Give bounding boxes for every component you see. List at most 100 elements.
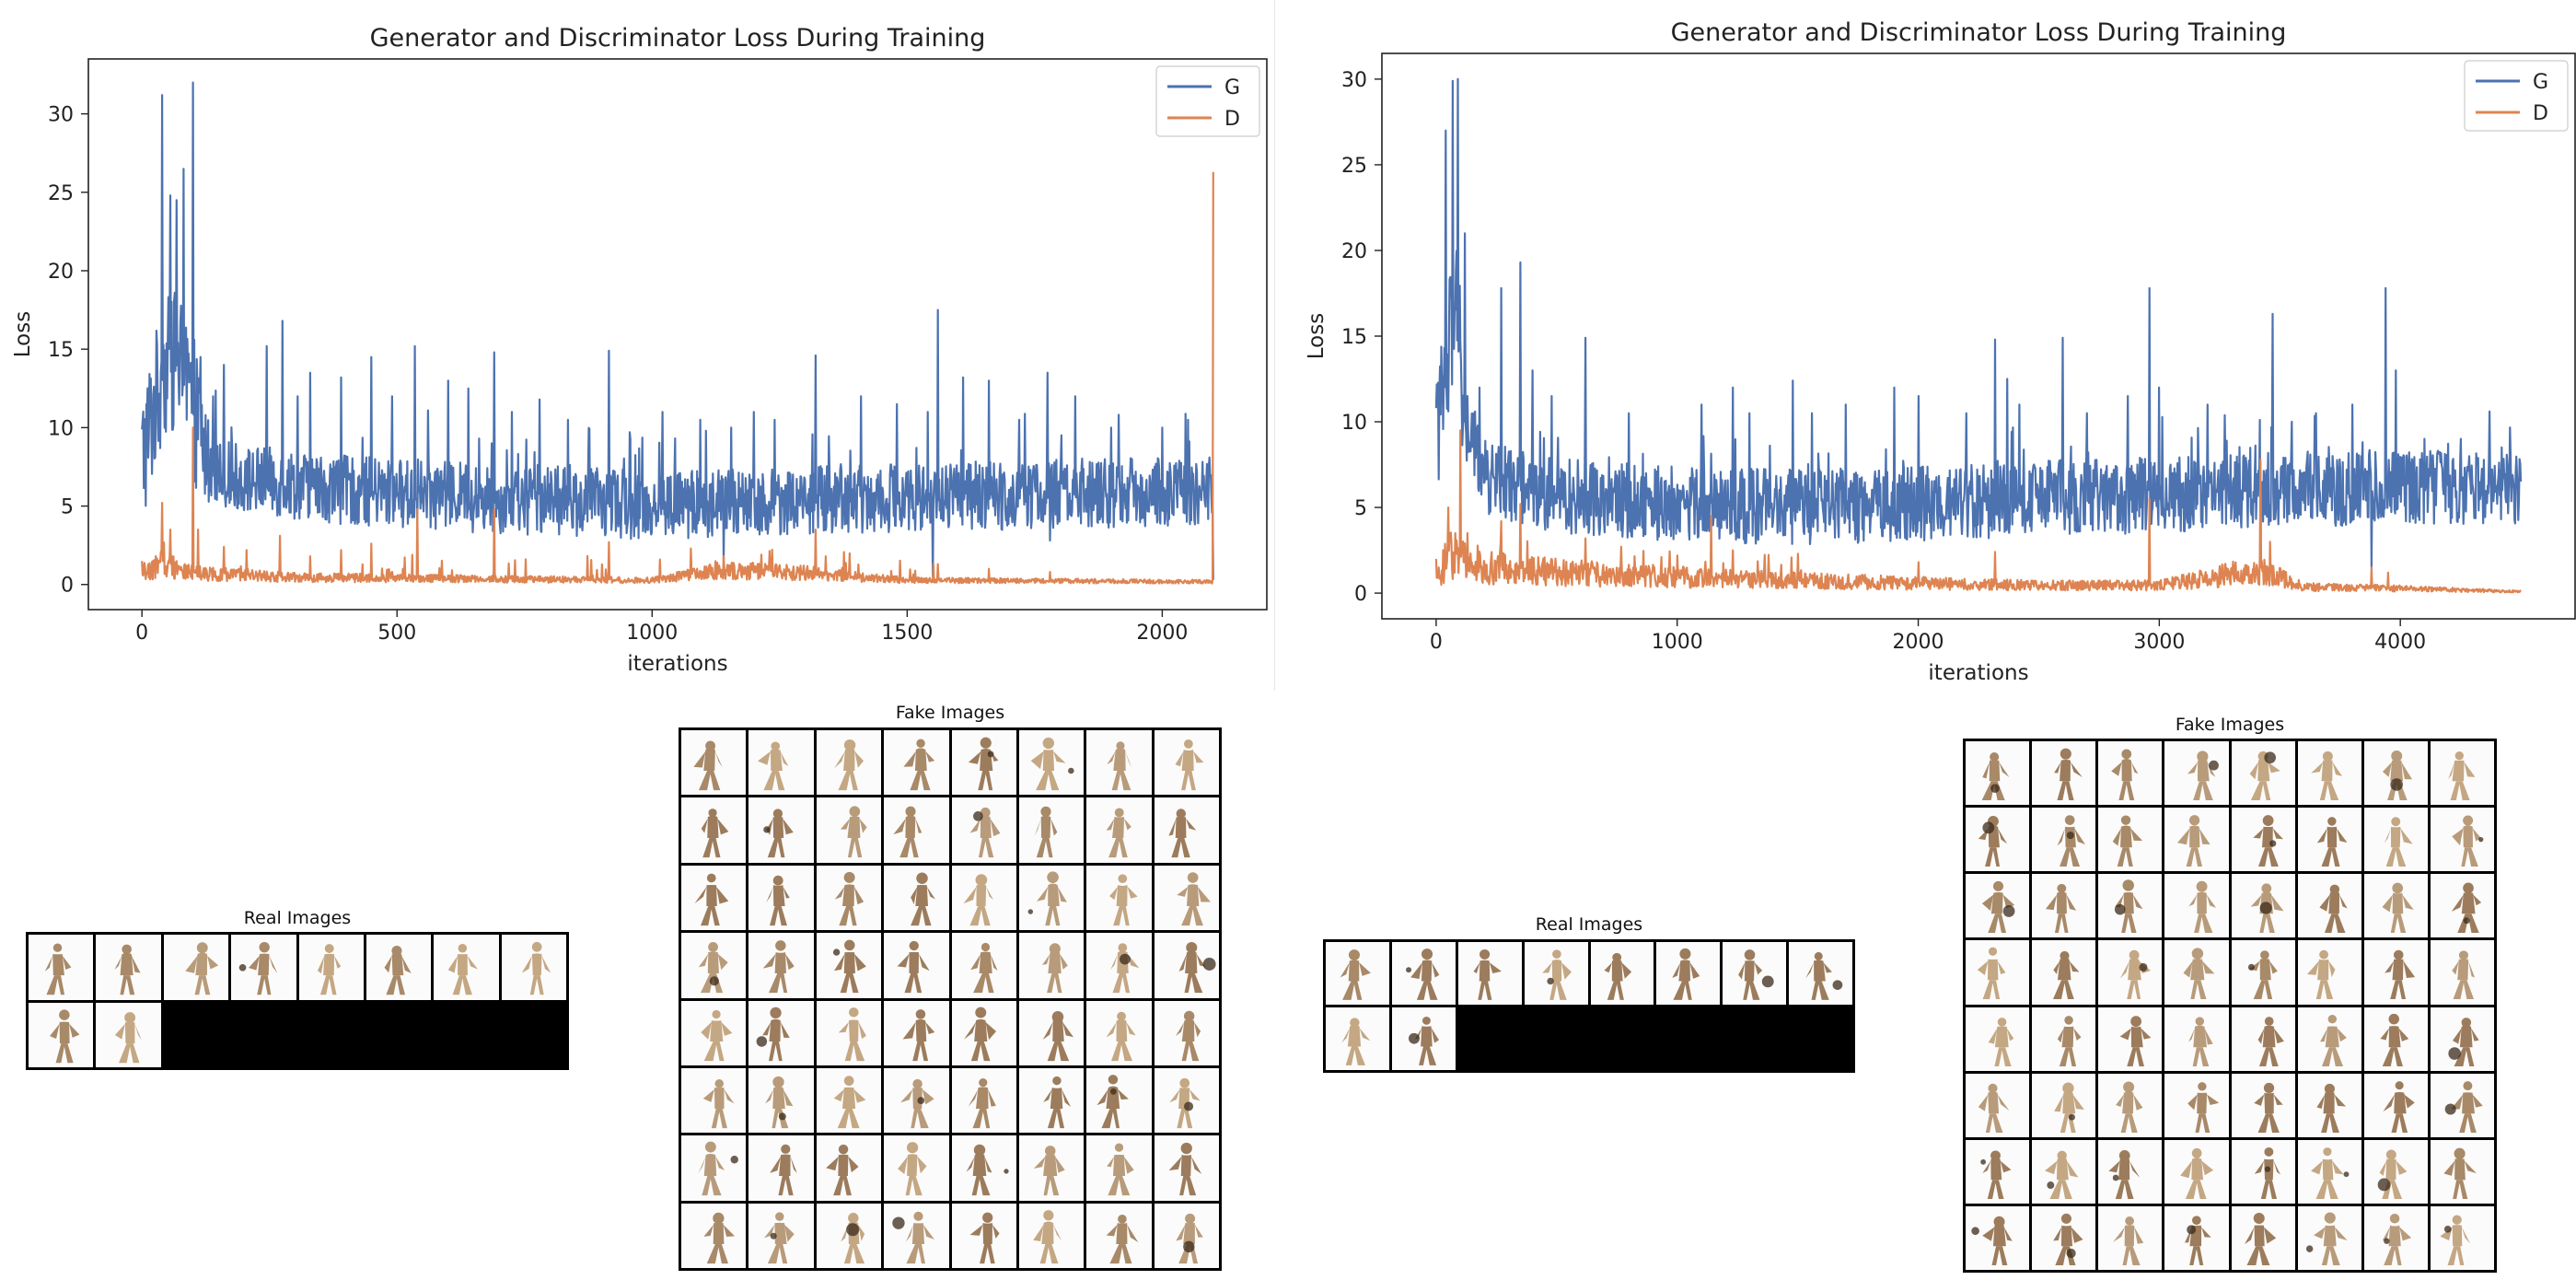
chart-title: Generator and Discriminator Loss During … — [1671, 18, 2287, 47]
y-tick-label: 30 — [48, 104, 74, 127]
grid-image-cell — [748, 1000, 814, 1065]
x-tick-label: 1000 — [626, 622, 678, 645]
legend-label-d: D — [1224, 108, 1240, 131]
real-images-grid-2 — [1323, 939, 1855, 1073]
grid-image-cell — [2430, 874, 2494, 938]
figure-thumbnail — [2053, 1213, 2083, 1265]
figure-thumbnail — [1977, 948, 2006, 1000]
figure-thumbnail — [756, 1007, 791, 1061]
grid-image-cell — [2430, 1073, 2494, 1137]
figure-thumbnail — [1110, 943, 1140, 994]
figure-thumbnail — [44, 943, 72, 995]
figure-thumbnail — [764, 1212, 795, 1263]
figure-thumbnail — [2054, 1082, 2085, 1133]
y-axis-label: Loss — [1305, 313, 1329, 359]
figure-thumbnail — [2115, 879, 2143, 934]
figure-thumbnail — [2247, 950, 2278, 1000]
grid-image-cell — [2098, 874, 2163, 938]
figure-thumbnail — [2310, 1146, 2350, 1199]
grid-image-cell — [884, 1000, 949, 1065]
grid-image-cell — [1326, 942, 1389, 1005]
figure-thumbnail — [834, 871, 864, 925]
grid-image-cell — [2032, 808, 2096, 872]
grid-image-cell — [1086, 1203, 1152, 1268]
figure-thumbnail — [2180, 1147, 2214, 1199]
grid-image-cell — [816, 797, 882, 863]
grid-image-cell — [2363, 1073, 2428, 1137]
grid-image-cell — [298, 935, 364, 1000]
grid-image-cell — [1018, 933, 1085, 998]
figure-thumbnail — [832, 939, 866, 994]
grid-image-cell — [816, 1067, 882, 1134]
figure-thumbnail — [2382, 751, 2412, 800]
figure-thumbnail — [765, 1076, 794, 1128]
figure-thumbnail — [969, 943, 998, 994]
figure-thumbnail — [2113, 1216, 2144, 1265]
figure-thumbnail — [2116, 1081, 2143, 1133]
grid-empty-cell — [1457, 1007, 1522, 1070]
y-tick-label: 25 — [48, 182, 74, 205]
grid-image-cell — [681, 1067, 747, 1134]
x-tick-label: 2000 — [1893, 631, 1944, 654]
figure-thumbnail — [825, 1145, 859, 1196]
grid-image-cell — [2430, 940, 2494, 1005]
grid-image-cell — [748, 865, 814, 931]
grid-image-cell — [884, 730, 949, 796]
y-tick-label: 20 — [48, 261, 74, 284]
grid-image-cell — [29, 935, 94, 1000]
figure-thumbnail — [1981, 881, 2015, 934]
grid-image-cell — [951, 1067, 1016, 1134]
figure-thumbnail — [2120, 950, 2152, 1000]
figure-thumbnail — [2244, 1212, 2276, 1265]
figure-thumbnail — [911, 872, 936, 925]
figure-thumbnail — [2319, 1014, 2347, 1066]
figure-thumbnail — [903, 739, 935, 791]
grid-empty-cell — [1656, 1007, 1721, 1070]
grid-image-cell — [748, 1203, 814, 1268]
figure-thumbnail — [2440, 1215, 2470, 1265]
y-tick-label: 10 — [1341, 412, 1367, 435]
grid-image-cell — [1457, 942, 1522, 1005]
grid-empty-cell — [1789, 1007, 1852, 1070]
figure-thumbnail — [2444, 1080, 2483, 1133]
figure-thumbnail — [698, 1141, 738, 1196]
figure-thumbnail — [2183, 948, 2215, 1000]
figure-thumbnail — [2249, 751, 2280, 800]
legend-label-g: G — [1224, 76, 1240, 99]
figure-thumbnail — [1175, 739, 1204, 791]
fake-images-grid-1 — [679, 727, 1222, 1271]
grid-empty-cell — [501, 1002, 566, 1067]
figure-thumbnail — [1178, 942, 1216, 994]
grid-image-cell — [2098, 1073, 2163, 1137]
grid-image-cell — [2297, 808, 2361, 872]
grid-image-cell — [1391, 1007, 1456, 1070]
grid-image-cell — [1086, 933, 1152, 998]
figure-thumbnail — [1603, 952, 1631, 1000]
x-tick-label: 0 — [1430, 631, 1443, 654]
figure-thumbnail — [384, 945, 412, 995]
grid-empty-cell — [1590, 1007, 1654, 1070]
figure-thumbnail — [2187, 751, 2220, 800]
figure-thumbnail — [1106, 1214, 1139, 1263]
grid-image-cell — [1966, 741, 2030, 806]
grid-image-cell — [1966, 1205, 2030, 1270]
grid-image-cell — [884, 1135, 949, 1201]
y-tick-label: 5 — [1354, 497, 1367, 520]
figure-thumbnail — [2257, 1016, 2284, 1066]
grid-image-cell — [748, 1135, 814, 1201]
figure-thumbnail — [2380, 1013, 2409, 1066]
grid-image-cell — [2164, 741, 2229, 806]
grid-image-cell — [2164, 1073, 2229, 1137]
grid-image-cell — [1154, 865, 1219, 931]
figure-thumbnail — [447, 943, 479, 995]
figure-thumbnail — [893, 806, 922, 858]
figure-thumbnail — [770, 1144, 798, 1196]
grid-image-cell — [2363, 1205, 2428, 1270]
series-line-g — [1434, 77, 2523, 569]
figure-thumbnail — [1176, 871, 1211, 925]
figure-thumbnail — [902, 1008, 935, 1061]
grid-empty-cell — [1723, 1007, 1787, 1070]
figure-thumbnail — [2057, 1015, 2082, 1066]
grid-image-cell — [951, 730, 1016, 796]
figure-thumbnail — [1034, 807, 1058, 858]
